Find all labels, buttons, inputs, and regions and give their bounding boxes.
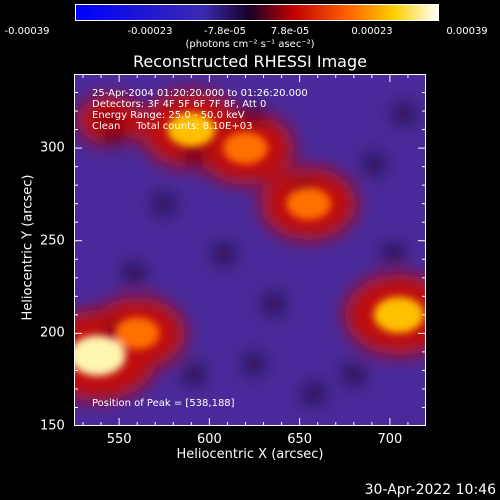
x-tick-label: 650 [287, 432, 313, 447]
colorbar-tick: 0.00023 [351, 26, 393, 37]
info-peak-position: Position of Peak = [538,188] [92, 398, 235, 409]
info-time-range: 25-Apr-2004 01:20:20.000 to 01:26:20.000 [92, 88, 308, 99]
noise-speckle [214, 244, 234, 264]
colorbar-tick: -0.00039 [4, 26, 50, 37]
emission-core [114, 317, 160, 350]
noise-speckle [394, 104, 414, 124]
emission-core [286, 187, 332, 220]
noise-speckle [264, 294, 284, 314]
noise-speckle [344, 364, 364, 384]
x-axis-label: Heliocentric X (arcsec) [176, 447, 324, 462]
info-clean-counts: Clean Total counts: 8.10E+03 [92, 121, 253, 132]
noise-speckle [384, 244, 404, 264]
info-energy-range: Energy Range: 25.0 - 50.0 keV [92, 110, 245, 121]
chart-title: Reconstructed RHESSI Image [133, 52, 367, 71]
y-tick-label: 150 [40, 418, 65, 434]
y-tick-label: 250 [40, 233, 65, 249]
colorbar-tick: 0.00039 [446, 26, 488, 37]
emission-core [223, 132, 268, 165]
noise-speckle [184, 364, 204, 384]
emission-core [75, 335, 126, 376]
plot-frame [74, 74, 426, 426]
y-tick-label: 200 [40, 325, 65, 341]
noise-speckle [154, 194, 174, 214]
info-detectors: Detectors: 3F 4F 5F 6F 7F 8F, Att 0 [92, 99, 267, 110]
x-tick-label: 700 [377, 432, 403, 447]
colorbar-tick: -7.8e-05 [204, 26, 246, 37]
noise-speckle [244, 354, 264, 374]
colorbar-tick: 7.8e-05 [270, 26, 310, 37]
emission-core [94, 109, 126, 132]
noise-speckle [244, 104, 264, 124]
colorbar-unit: (photons cm⁻² s⁻¹ asec⁻²) [185, 39, 315, 50]
colorbar [75, 4, 439, 21]
noise-speckle [184, 144, 204, 164]
emission-core [373, 296, 425, 333]
noise-speckle [364, 154, 384, 174]
noise-speckle [304, 384, 324, 404]
colorbar-tick: -0.00023 [127, 26, 173, 37]
x-tick-label: 550 [106, 432, 132, 447]
x-tick-label: 600 [196, 432, 222, 447]
heatmap-plot [74, 74, 426, 426]
timestamp: 30-Apr-2022 10:46 [364, 482, 496, 498]
noise-speckle [124, 264, 144, 284]
emission-core [167, 112, 216, 147]
y-tick-label: 300 [40, 140, 65, 156]
y-axis-label: Heliocentric Y (arcsec) [20, 174, 36, 321]
